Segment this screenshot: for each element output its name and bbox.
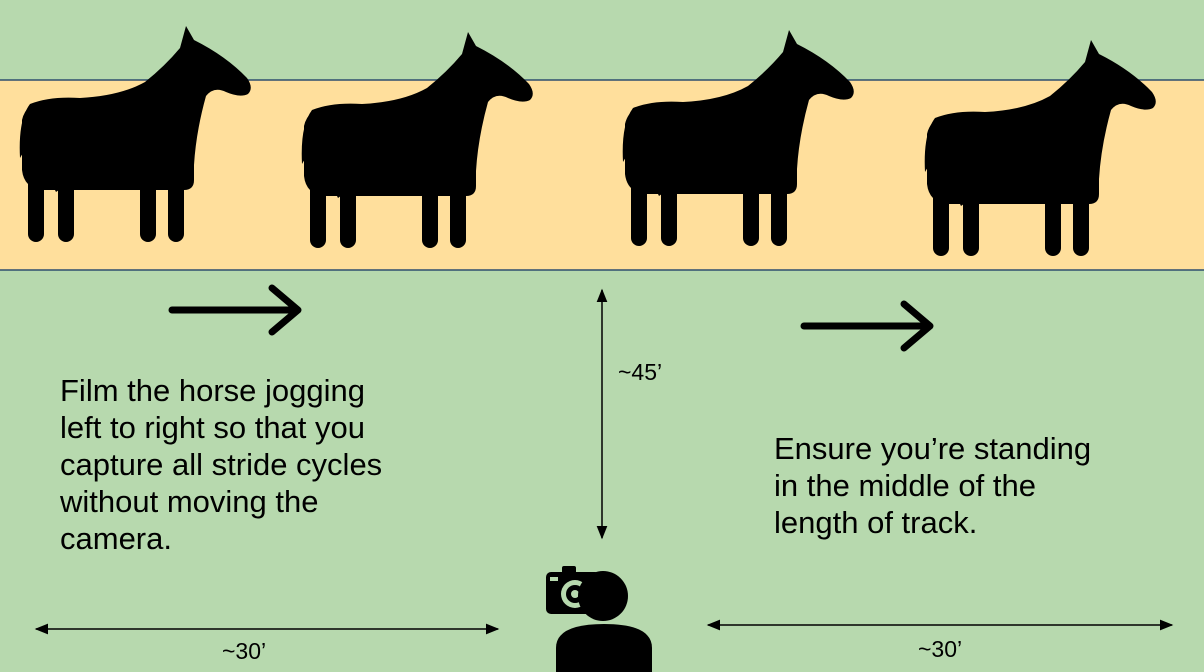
right-arrow-icon: [168, 284, 302, 336]
left-span-label: ~30’: [222, 638, 267, 664]
right-arrow-icon: [800, 300, 934, 352]
right-instruction-text: Ensure you’re standing in the middle of …: [774, 431, 1092, 540]
person-icon: [556, 571, 652, 672]
left-instruction-text: Film the horse jogging left to right so …: [60, 373, 383, 556]
right-span-label: ~30’: [918, 636, 963, 662]
distance-label: ~45’: [618, 359, 663, 385]
